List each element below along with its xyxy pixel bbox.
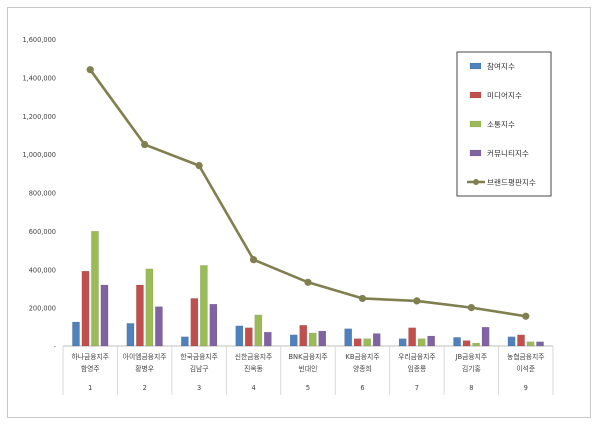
x-tick-label-company: 아이엠금융지주 xyxy=(123,352,167,361)
bar-참여지수 xyxy=(398,338,407,347)
x-tick-label-ceo: 김남구 xyxy=(190,364,209,373)
bar-참여지수 xyxy=(453,337,461,347)
bar-참여지수 xyxy=(126,323,135,347)
bar-참여지수 xyxy=(235,325,244,347)
x-tick-label-company: JB금융지주 xyxy=(454,352,487,361)
bar-미디어지수 xyxy=(81,270,90,347)
bar-미디어지수 xyxy=(299,325,308,347)
x-tick-label-company: 신한금융지주 xyxy=(235,352,273,361)
y-tick-label: 1,600,000 xyxy=(22,36,56,44)
legend-swatch xyxy=(469,91,482,99)
x-tick-label-ceo: 빈대인 xyxy=(299,364,318,373)
bar-소통지수 xyxy=(363,338,371,347)
x-tick-label-ceo: 이석준 xyxy=(516,364,535,373)
bar-미디어지수 xyxy=(462,340,471,347)
legend-label: 참여지수 xyxy=(487,61,515,71)
bar-미디어지수 xyxy=(353,338,362,347)
y-tick-label: 400,000 xyxy=(29,266,56,274)
x-tick-label-rank: 5 xyxy=(306,384,310,392)
bar-참여지수 xyxy=(289,334,298,347)
bar-커뮤니티지수 xyxy=(155,306,163,347)
x-tick-label-rank: 8 xyxy=(469,384,473,392)
bar-소통지수 xyxy=(526,341,535,347)
bar-미디어지수 xyxy=(245,327,253,347)
x-tick-label-rank: 4 xyxy=(251,384,255,392)
x-tick-label-rank: 7 xyxy=(415,384,419,392)
bar-미디어지수 xyxy=(136,284,144,347)
x-tick-label-ceo: 임종룡 xyxy=(408,365,427,373)
x-tick-label-ceo: 함영주 xyxy=(81,364,100,373)
line-point-브랜드평판지수 xyxy=(304,278,312,286)
bar-참여지수 xyxy=(181,336,189,347)
bar-커뮤니티지수 xyxy=(100,284,109,347)
x-tick-label-company: 농협금융지주 xyxy=(507,352,545,361)
line-point-브랜드평판지수 xyxy=(86,66,94,74)
line-point-브랜드평판지수 xyxy=(249,256,258,264)
bar-미디어지수 xyxy=(190,298,199,347)
y-tick-label: 800,000 xyxy=(29,190,56,198)
bar-참여지수 xyxy=(507,336,516,347)
x-tick-label-company: 우리금융지주 xyxy=(398,352,436,361)
legend-label: 미디어지수 xyxy=(487,90,522,100)
bar-커뮤니티지수 xyxy=(481,326,490,347)
legend-marker xyxy=(473,179,479,185)
x-tick-label-rank: 6 xyxy=(360,384,364,392)
bar-커뮤니티지수 xyxy=(427,335,435,347)
bar-소통지수 xyxy=(308,332,317,347)
y-tick-label: - xyxy=(54,343,57,351)
x-tick-label-ceo: 황병우 xyxy=(135,364,154,373)
line-point-브랜드평판지수 xyxy=(358,294,367,303)
bar-소통지수 xyxy=(91,231,99,347)
line-point-브랜드평판지수 xyxy=(141,140,149,149)
legend-label: 브랜드평판지수 xyxy=(487,177,536,187)
bar-참여지수 xyxy=(344,328,352,347)
legend-swatch xyxy=(469,120,482,128)
y-tick-label: 600,000 xyxy=(29,228,56,236)
x-tick-label-company: 한국금융지주 xyxy=(180,352,218,361)
x-tick-label-ceo: 김기홍 xyxy=(462,364,481,373)
bar-커뮤니티지수 xyxy=(372,333,381,347)
x-tick-label-company: BNK금융지주 xyxy=(288,352,327,361)
y-tick-label: 1,400,000 xyxy=(22,74,56,82)
bar-미디어지수 xyxy=(408,327,416,347)
bar-소통지수 xyxy=(417,338,426,347)
legend-label: 커뮤니티지수 xyxy=(487,149,529,158)
legend-label: 소통지수 xyxy=(487,120,515,129)
bar-미디어지수 xyxy=(517,334,525,347)
bar-소통지수 xyxy=(145,268,154,347)
y-tick-label: 1,200,000 xyxy=(22,113,56,121)
bar-참여지수 xyxy=(72,321,80,347)
bar-소통지수 xyxy=(254,314,263,347)
x-tick-label-rank: 2 xyxy=(143,384,147,392)
x-tick-label-rank: 9 xyxy=(524,384,528,392)
y-tick-label: 1,000,000 xyxy=(22,151,56,159)
chart-line xyxy=(86,66,530,320)
bar-커뮤니티지수 xyxy=(264,331,272,347)
x-tick-label-company: 하나금융지주 xyxy=(71,352,109,361)
x-tick-label-ceo: 진옥동 xyxy=(244,364,263,373)
line-point-브랜드평판지수 xyxy=(522,312,530,320)
x-tick-label-rank: 1 xyxy=(88,384,92,392)
y-tick-label: 200,000 xyxy=(29,305,56,313)
legend-swatch xyxy=(469,149,482,157)
bar-커뮤니티지수 xyxy=(318,330,327,347)
x-tick-label-rank: 3 xyxy=(197,384,201,392)
bar-소통지수 xyxy=(472,342,480,347)
line-point-브랜드평판지수 xyxy=(467,304,475,312)
chart-axes: - 200,000 400,000 600,000 800,000 1,000,000 1,… xyxy=(22,36,554,395)
bar-커뮤니티지수 xyxy=(536,341,544,347)
legend-swatch xyxy=(469,62,482,70)
bar-소통지수 xyxy=(200,265,208,347)
bar-커뮤니티지수 xyxy=(209,303,218,347)
line-point-브랜드평판지수 xyxy=(195,162,203,170)
line-point-브랜드평판지수 xyxy=(413,297,421,305)
x-tick-label-company: KB금융지주 xyxy=(345,352,379,361)
x-tick-label-ceo: 양종희 xyxy=(353,364,372,373)
chart-bars xyxy=(72,231,544,347)
